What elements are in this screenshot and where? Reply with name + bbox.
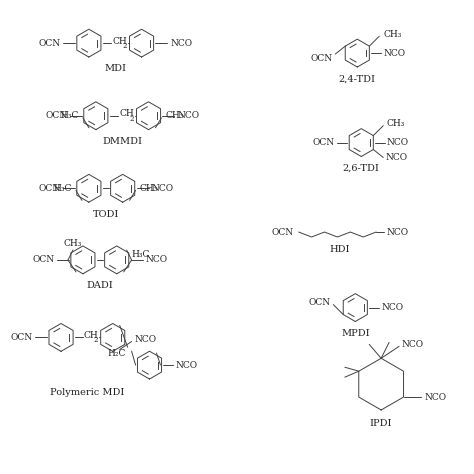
- Text: CH: CH: [119, 109, 134, 118]
- Text: DADI: DADI: [86, 281, 113, 290]
- Text: OCN: OCN: [310, 54, 332, 63]
- Text: H₃C: H₃C: [54, 184, 72, 193]
- Text: H₃C: H₃C: [61, 111, 79, 120]
- Text: IPDI: IPDI: [370, 419, 392, 428]
- Text: NCO: NCO: [146, 255, 167, 264]
- Text: 2: 2: [122, 42, 127, 50]
- Text: NCO: NCO: [387, 138, 409, 147]
- Text: NCO: NCO: [151, 184, 173, 193]
- Text: NCO: NCO: [177, 111, 200, 120]
- Text: CH₃: CH₃: [64, 238, 82, 247]
- Text: OCN: OCN: [38, 184, 60, 193]
- Text: 2: 2: [93, 337, 98, 345]
- Text: NCO: NCO: [385, 153, 407, 162]
- Text: OCN: OCN: [10, 333, 32, 342]
- Text: DMMDI: DMMDI: [102, 137, 142, 146]
- Text: Polymeric MDI: Polymeric MDI: [50, 389, 124, 398]
- Text: NCO: NCO: [170, 39, 192, 48]
- Text: OCN: OCN: [32, 255, 54, 264]
- Text: CH: CH: [83, 331, 98, 340]
- Text: OCN: OCN: [308, 298, 330, 307]
- Text: NCO: NCO: [383, 48, 405, 57]
- Text: NCO: NCO: [424, 392, 447, 401]
- Text: 2,4-TDI: 2,4-TDI: [339, 74, 376, 83]
- Text: NCO: NCO: [175, 361, 197, 370]
- Text: H₂C: H₂C: [107, 349, 126, 358]
- Text: MDI: MDI: [104, 64, 126, 73]
- Text: 2: 2: [129, 115, 134, 123]
- Text: OCN: OCN: [312, 138, 335, 147]
- Text: NCO: NCO: [402, 340, 424, 349]
- Text: CH₃: CH₃: [165, 111, 183, 120]
- Text: H₃C: H₃C: [131, 249, 150, 258]
- Text: TODI: TODI: [92, 210, 119, 219]
- Text: OCN: OCN: [272, 228, 294, 237]
- Text: NCO: NCO: [387, 228, 409, 237]
- Text: CH₃: CH₃: [383, 30, 401, 39]
- Text: CH₃: CH₃: [139, 184, 158, 193]
- Text: CH: CH: [112, 36, 127, 46]
- Text: HDI: HDI: [329, 246, 350, 255]
- Text: NCO: NCO: [135, 335, 156, 344]
- Text: OCN: OCN: [45, 111, 67, 120]
- Text: NCO: NCO: [381, 303, 403, 312]
- Text: CH₃: CH₃: [387, 119, 405, 128]
- Text: MPDI: MPDI: [341, 329, 370, 338]
- Text: 2,6-TDI: 2,6-TDI: [343, 164, 380, 173]
- Text: OCN: OCN: [38, 39, 60, 48]
